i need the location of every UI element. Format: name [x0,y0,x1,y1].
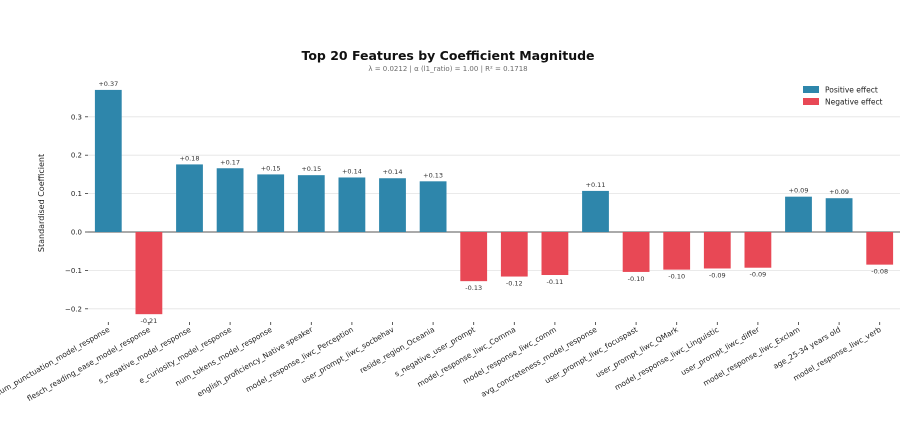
value-label: -0.10 [628,275,645,283]
value-label: -0.09 [749,271,766,279]
negative-bar [744,232,772,268]
y-tick-label: 0.0 [71,229,82,237]
negative-bar [622,232,650,272]
positive-bar [825,198,853,232]
legend-label-positive: Positive effect [825,86,878,95]
y-tick-label: −0.1 [65,267,82,275]
value-label: +0.09 [829,188,849,196]
positive-bar [216,168,244,232]
chart-subtitle: λ = 0.0212 | α (l1_ratio) = 1.00 | R² = … [368,65,527,73]
value-label: -0.08 [871,268,888,276]
positive-bar [785,196,812,232]
y-tick-label: 0.3 [71,113,82,121]
positive-bar [297,175,325,232]
value-label: -0.12 [506,280,523,288]
value-label: +0.09 [789,187,809,195]
positive-bar [257,174,285,232]
negative-bar [500,232,528,277]
legend-swatch-negative [803,98,819,105]
gridlines [88,116,900,310]
negative-bar [703,232,731,269]
value-label: -0.13 [465,284,482,292]
chart-title: Top 20 Features by Coefficient Magnitude [301,48,594,63]
value-label: +0.14 [383,168,403,176]
positive-bar [338,177,366,232]
x-category-label: age_25-34 years old [771,325,842,371]
value-label: -0.10 [668,273,685,281]
bars [94,89,894,315]
negative-bar [135,232,163,315]
legend: Positive effect Negative effect [803,86,883,107]
positive-bar [582,190,609,232]
positive-bar [176,164,203,232]
legend-label-negative: Negative effect [825,98,883,107]
negative-bar [460,232,488,282]
value-label: -0.21 [140,317,157,325]
legend-swatch-positive [803,86,819,93]
value-label: +0.14 [342,167,362,175]
y-axis-label: Standardised Coefficient [37,154,46,252]
value-label: +0.13 [423,171,443,179]
y-tick-label: 0.1 [71,190,82,198]
negative-bar [663,232,691,270]
value-label: +0.18 [180,154,200,162]
y-tick-label: 0.2 [71,152,82,160]
positive-bar [379,178,406,232]
value-label: +0.37 [98,80,118,88]
value-labels: +0.37 -0.21 +0.18 +0.17 +0.15 +0.15 +0.14 +0.14… [98,80,888,325]
x-axis: num_punctuation_model_responseflesch_rea… [0,322,883,403]
value-label: -0.11 [546,278,563,286]
positive-bar [419,181,447,232]
negative-bar [866,232,894,265]
value-label: +0.15 [261,164,281,172]
value-label: +0.11 [586,181,606,189]
y-tick-label: −0.2 [65,305,82,313]
value-label: +0.15 [301,165,321,173]
value-label: +0.17 [220,158,240,166]
value-label: -0.09 [709,271,726,279]
y-axis: −0.2 −0.1 0.0 0.1 0.2 0.3 [65,113,88,313]
positive-bar [94,89,122,232]
negative-bar [541,232,569,276]
